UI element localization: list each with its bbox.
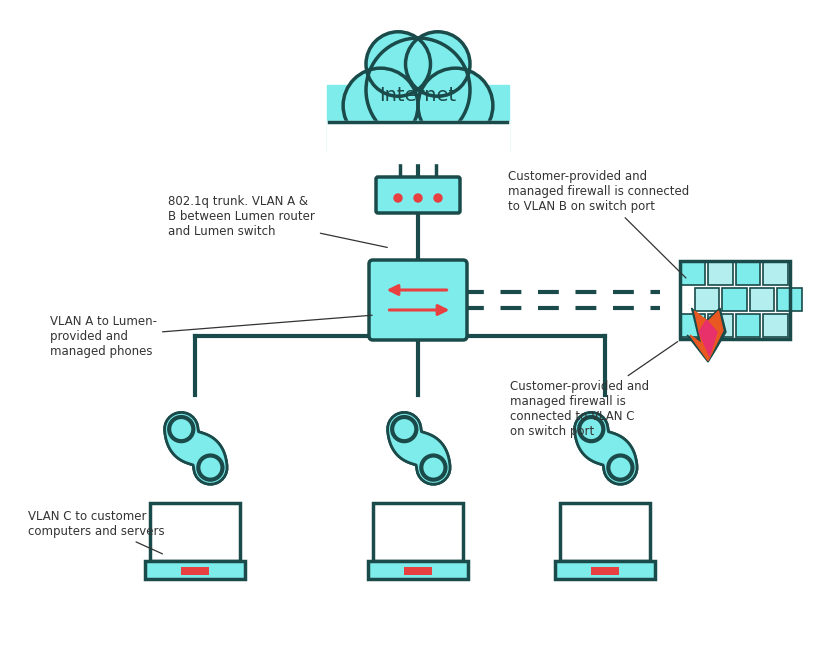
Circle shape — [366, 38, 470, 142]
Circle shape — [392, 417, 416, 441]
Circle shape — [414, 194, 422, 202]
Bar — [327, 85, 509, 153]
Circle shape — [434, 194, 442, 202]
Bar — [404, 567, 432, 575]
Circle shape — [608, 455, 632, 480]
Bar — [736, 262, 761, 285]
Text: VLAN C to customer
computers and servers: VLAN C to customer computers and servers — [28, 510, 164, 554]
Bar — [695, 288, 719, 311]
Bar — [555, 561, 655, 579]
Bar — [736, 314, 761, 337]
Circle shape — [579, 417, 603, 441]
Circle shape — [198, 455, 223, 480]
Circle shape — [394, 194, 402, 202]
Polygon shape — [687, 308, 726, 362]
FancyBboxPatch shape — [376, 177, 460, 213]
Bar — [681, 314, 706, 337]
Circle shape — [169, 417, 193, 441]
Polygon shape — [690, 311, 723, 360]
Text: 802.1q trunk. VLAN A &
B between Lumen router
and Lumen switch: 802.1q trunk. VLAN A & B between Lumen r… — [168, 195, 387, 247]
Bar — [750, 288, 774, 311]
Circle shape — [405, 32, 470, 97]
Circle shape — [421, 455, 445, 480]
FancyBboxPatch shape — [369, 260, 467, 340]
Circle shape — [579, 417, 603, 441]
Bar — [145, 561, 245, 579]
Text: Customer-provided and
managed firewall is connected
to VLAN B on switch port: Customer-provided and managed firewall i… — [508, 170, 689, 278]
Bar — [373, 503, 463, 561]
Circle shape — [343, 68, 418, 143]
Polygon shape — [699, 320, 717, 356]
Circle shape — [366, 32, 430, 97]
Text: Customer-provided and
managed firewall is
connected to VLAN C
on switch port: Customer-provided and managed firewall i… — [510, 342, 678, 438]
Bar — [709, 262, 733, 285]
Bar — [150, 503, 240, 561]
Bar — [681, 262, 706, 285]
Bar — [368, 561, 468, 579]
Bar — [327, 121, 509, 163]
Text: VLAN A to Lumen-
provided and
managed phones: VLAN A to Lumen- provided and managed ph… — [50, 315, 372, 358]
Bar — [680, 261, 790, 339]
Text: Internet: Internet — [379, 86, 456, 104]
Circle shape — [608, 455, 632, 480]
Circle shape — [169, 417, 193, 441]
Bar — [709, 314, 733, 337]
Circle shape — [418, 68, 493, 143]
Bar — [722, 288, 746, 311]
Bar — [181, 567, 209, 575]
Bar — [591, 567, 619, 575]
Bar — [763, 314, 788, 337]
Circle shape — [421, 455, 445, 480]
Circle shape — [198, 455, 223, 480]
Bar — [560, 503, 650, 561]
Bar — [777, 288, 801, 311]
Circle shape — [392, 417, 416, 441]
Bar — [763, 262, 788, 285]
